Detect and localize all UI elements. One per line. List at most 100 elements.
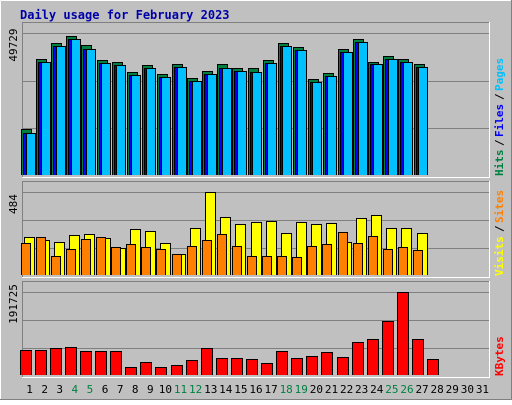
bar-kbytes-day-11 [172,366,182,375]
bar-sites-day-10 [157,250,165,275]
x-tick-label-day-23: 23 [355,383,368,396]
bar-pages-day-7 [117,66,125,175]
x-axis-labels: 1 2 3 4 5 6 7 8 9 10 11 12 13 14 15 16 17 18 19 20 21 22 23 24 2… [26,383,489,396]
bar-pages-day-22 [344,53,352,175]
bar-pages-day-18 [283,47,291,175]
bar-pages-day-1 [27,134,35,175]
series-sites [21,232,423,275]
bar-sites-day-25 [384,250,392,275]
legend-label-kbytes: KBytes [493,336,506,376]
bar-visits-day-18 [282,234,291,275]
x-tick-label-day-5: 5 [87,383,94,396]
bar-sites-day-14 [218,235,226,275]
x-tick-label-day-24: 24 [370,383,384,396]
bar-kbytes-day-17 [262,364,272,375]
bar-kbytes-day-26 [398,293,408,375]
bar-pages-day-2 [42,63,50,175]
bar-pages-day-17 [268,64,276,175]
bar-sites-day-2 [37,238,45,275]
bar-pages-day-8 [132,76,140,175]
bar-kbytes-day-12 [187,361,197,375]
legend-label-visits: Visits [493,236,506,276]
bar-sites-day-22 [339,233,347,275]
bar-sites-day-11 [173,255,181,275]
bar-sites-day-16 [248,257,256,275]
x-tick-label-day-25: 25 [385,383,398,396]
bar-pages-day-6 [102,64,110,175]
bar-kbytes-day-10 [156,368,166,375]
bar-sites-day-9 [142,248,150,275]
bar-kbytes-day-9 [141,363,151,375]
bar-sites-day-12 [188,247,196,275]
legend-separator-0-2: / [493,93,506,100]
bar-kbytes-day-27 [413,340,423,375]
bar-pages-day-12 [193,82,201,175]
bar-kbytes-day-18 [277,352,287,375]
bar-pages-day-25 [389,60,397,175]
x-tick-label-day-15: 15 [234,383,247,396]
bar-pages-day-9 [147,69,155,175]
x-tick-label-day-1: 1 [26,383,33,396]
bar-pages-day-19 [298,51,306,175]
bar-sites-day-24 [369,237,377,275]
bar-sites-day-15 [233,247,241,275]
x-tick-label-day-3: 3 [56,383,63,396]
bar-kbytes-day-1 [21,351,31,375]
bar-kbytes-day-16 [247,360,257,375]
x-tick-label-day-12: 12 [189,383,202,396]
bar-pages-day-5 [87,50,95,175]
x-tick-label-day-18: 18 [280,383,293,396]
bar-sites-day-21 [323,245,331,275]
x-tick-label-day-22: 22 [340,383,353,396]
bar-pages-day-16 [253,73,261,175]
chart-panels: 49729 Hits / Files / Pages 484 Visits / Sites 1917… [7,22,506,378]
bar-kbytes-day-24 [368,340,378,375]
bar-sites-day-17 [263,257,271,275]
bar-pages-day-4 [72,40,80,175]
bar-kbytes-day-22 [338,358,348,375]
bar-pages-day-21 [328,77,336,175]
bar-kbytes-day-4 [66,348,76,375]
bar-kbytes-day-2 [36,351,46,375]
x-tick-label-day-30: 30 [461,383,474,396]
bar-sites-day-13 [203,241,211,275]
x-tick-label-day-16: 16 [249,383,262,396]
bar-sites-day-27 [414,251,422,275]
bar-sites-day-26 [399,248,407,275]
bar-pages-day-14 [223,69,231,175]
legend-separator-1-1: / [493,225,506,232]
x-tick-label-day-6: 6 [102,383,109,396]
bar-kbytes-day-20 [307,357,317,375]
bar-sites-day-1 [22,244,30,275]
panel-max-tick-0: 49729 [7,28,20,61]
bar-kbytes-day-7 [111,352,121,375]
bar-sites-day-6 [97,238,105,275]
bar-sites-day-19 [293,258,301,275]
bar-pages-day-13 [208,75,216,175]
bar-pages-day-24 [374,65,382,175]
bar-kbytes-day-21 [322,353,332,375]
x-tick-label-day-26: 26 [400,383,413,396]
x-tick-label-day-7: 7 [117,383,124,396]
bar-kbytes-day-14 [217,359,227,375]
x-tick-label-day-17: 17 [264,383,277,396]
bar-pages-day-10 [162,78,170,175]
series-kbytes [20,292,439,375]
bar-kbytes-day-19 [292,359,302,375]
bar-sites-day-23 [354,244,362,275]
bar-pages-day-23 [359,43,367,175]
x-tick-label-day-27: 27 [415,383,428,396]
bar-kbytes-day-15 [232,359,242,375]
legend-label-pages: Pages [493,58,506,91]
bar-pages-day-20 [313,83,321,175]
bar-visits-day-16 [252,223,261,275]
bar-sites-day-5 [82,240,90,275]
panel-max-tick-2: 191725 [7,284,20,324]
bar-sites-day-4 [67,250,75,275]
bar-sites-day-3 [52,257,60,275]
bar-pages-day-27 [419,68,427,175]
panel-max-tick-1: 484 [7,194,20,214]
x-tick-label-day-2: 2 [41,383,48,396]
bar-pages-day-3 [57,47,65,175]
